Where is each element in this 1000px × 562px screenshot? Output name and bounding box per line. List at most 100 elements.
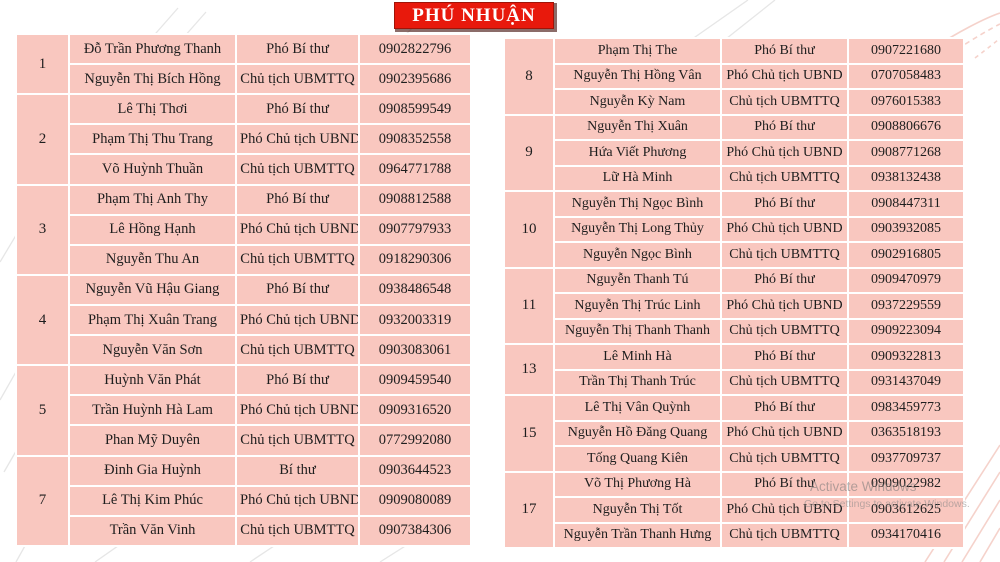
- table-row: 7 Đinh Gia Huỳnh Bí thư 0903644523: [15, 454, 472, 548]
- phone-cell: 0908812588: [358, 183, 472, 216]
- name-cell: Nguyễn Thị Long Thủy: [553, 215, 722, 243]
- position-cell: Phó Chủ tịch UBND: [720, 215, 849, 243]
- group-number-cell: 2: [15, 93, 70, 186]
- name-cell: Nguyễn Thị Hồng Vân: [553, 62, 722, 90]
- name-cell: Phạm Thị Thu Trang: [68, 123, 237, 156]
- name-cell: Trần Huỳnh Hà Lam: [68, 394, 237, 427]
- table-row: Nguyễn Ngọc Bình Chủ tịch UBMTTQ 090291680…: [504, 241, 965, 269]
- phone-cell: 0937709737: [847, 445, 965, 473]
- name-cell: Trần Văn Vinh: [68, 514, 237, 548]
- name-cell: Nguyễn Thu An: [68, 243, 237, 276]
- table-row: 8 Phạm Thị The Phó Bí thư 0907221680: [503, 37, 965, 116]
- phone-cell: 0903612625: [847, 496, 965, 524]
- position-cell: Phó Bí thư: [720, 394, 849, 422]
- name-cell: Lữ Hà Minh: [553, 164, 722, 192]
- name-cell: Nguyễn Văn Sơn: [68, 334, 237, 367]
- phone-cell: 0938486548: [358, 273, 472, 306]
- position-cell: Chủ tịch UBMTTQ: [720, 368, 849, 396]
- phone-cell: 0938132438: [847, 164, 965, 192]
- name-cell: Phạm Thị Xuân Trang: [68, 303, 237, 337]
- name-cell: Nguyễn Thị Thanh Thanh: [553, 317, 722, 345]
- position-cell: Phó Bí thư: [720, 266, 849, 294]
- phone-cell: 0964771788: [358, 153, 472, 186]
- table-row: Nguyễn Kỳ Nam Chủ tịch UBMTTQ 0976015383: [504, 88, 965, 116]
- name-cell: Võ Huỳnh Thuần: [68, 153, 237, 186]
- table-row: Nguyễn Văn Sơn Chủ tịch UBMTTQ 0903083061: [16, 334, 472, 367]
- left-table-body: 1 Đỗ Trần Phương Thanh Phó Bí thư 090282279…: [15, 32, 472, 548]
- table-row: Lê Thị Kim Phúc Phó Chủ tịch UBND 09090800…: [16, 484, 472, 517]
- phone-cell: 0903644523: [358, 454, 472, 487]
- phone-cell: 0909022982: [847, 470, 965, 498]
- phone-cell: 0937229559: [847, 292, 965, 320]
- phone-cell: 0908771268: [847, 139, 965, 167]
- phone-cell: 0908447311: [847, 190, 965, 218]
- phone-cell: 0902395686: [358, 63, 472, 96]
- phone-cell: 0772992080: [358, 424, 472, 457]
- name-cell: Phạm Thị Anh Thy: [68, 183, 237, 216]
- group-number-cell: 10: [503, 190, 555, 269]
- position-cell: Chủ tịch UBMTTQ: [235, 153, 360, 186]
- table-row: Nguyễn Thị Thanh Thanh Chủ tịch UBMTTQ 090…: [504, 317, 965, 345]
- name-cell: Lê Thị Vân Quỳnh: [553, 394, 722, 422]
- table-row: Nguyễn Thị Bích Hồng Chủ tịch UBMTTQ 09023…: [16, 63, 472, 96]
- position-cell: Chủ tịch UBMTTQ: [235, 243, 360, 276]
- phone-cell: 0907221680: [847, 37, 965, 65]
- table-row: Trần Huỳnh Hà Lam Phó Chủ tịch UBND 090931…: [16, 394, 472, 427]
- phone-cell: 0902916805: [847, 241, 965, 269]
- table-row: Nguyễn Thị Trúc Linh Phó Chủ tịch UBND 093…: [504, 292, 965, 320]
- table-row: Nguyễn Thị Long Thủy Phó Chủ tịch UBND 090…: [504, 215, 965, 243]
- phone-cell: 0909322813: [847, 343, 965, 371]
- position-cell: Phó Chủ tịch UBND: [235, 303, 360, 337]
- table-row: 17 Võ Thị Phương Hà Phó Bí thư 0909022982: [503, 470, 965, 549]
- position-cell: Chủ tịch UBMTTQ: [720, 445, 849, 473]
- position-cell: Chủ tịch UBMTTQ: [720, 521, 849, 549]
- name-cell: Hứa Viết Phương: [553, 139, 722, 167]
- position-cell: Phó Chủ tịch UBND: [235, 394, 360, 427]
- position-cell: Phó Bí thư: [235, 32, 360, 66]
- name-cell: Đỗ Trần Phương Thanh: [68, 32, 237, 66]
- table-row: 15 Lê Thị Vân Quỳnh Phó Bí thư 0983459773: [503, 394, 965, 473]
- position-cell: Phó Bí thư: [720, 37, 849, 65]
- name-cell: Nguyễn Thị Bích Hồng: [68, 63, 237, 96]
- name-cell: Võ Thị Phương Hà: [553, 470, 722, 498]
- name-cell: Nguyễn Ngọc Bình: [553, 241, 722, 269]
- phone-cell: 0907384306: [358, 514, 472, 548]
- phone-cell: 0902822796: [358, 32, 472, 66]
- right-contact-table: 8 Phạm Thị The Phó Bí thư 0907221680 Nguyễn …: [503, 37, 965, 549]
- position-cell: Phó Chủ tịch UBND: [235, 484, 360, 517]
- phone-cell: 0909223094: [847, 317, 965, 345]
- table-row: Nguyễn Hồ Đăng Quang Phó Chủ tịch UBND 036…: [504, 419, 965, 447]
- position-cell: Phó Bí thư: [720, 190, 849, 218]
- table-row: 11 Nguyễn Thanh Tú Phó Bí thư 0909470979: [503, 266, 965, 345]
- table-row: Phạm Thị Thu Trang Phó Chủ tịch UBND 09083…: [16, 123, 472, 156]
- phone-cell: 0907797933: [358, 213, 472, 246]
- position-cell: Chủ tịch UBMTTQ: [235, 424, 360, 457]
- phone-cell: 0363518193: [847, 419, 965, 447]
- name-cell: Nguyễn Trần Thanh Hưng: [553, 521, 722, 549]
- group-number-cell: 15: [503, 394, 555, 473]
- table-row: 9 Nguyễn Thị Xuân Phó Bí thư 0908806676: [503, 113, 965, 192]
- name-cell: Nguyễn Hồ Đăng Quang: [553, 419, 722, 447]
- name-cell: Nguyễn Thanh Tú: [553, 266, 722, 294]
- table-row: 13 Lê Minh Hà Phó Bí thư 0909322813: [503, 343, 965, 396]
- group-number-cell: 7: [15, 454, 70, 548]
- name-cell: Huỳnh Văn Phát: [68, 364, 237, 397]
- table-row: 4 Nguyễn Vũ Hậu Giang Phó Bí thư 0938486548: [15, 273, 472, 367]
- table-row: Hứa Viết Phương Phó Chủ tịch UBND 09087712…: [504, 139, 965, 167]
- position-cell: Phó Bí thư: [235, 364, 360, 397]
- position-cell: Phó Bí thư: [235, 93, 360, 126]
- table-row: Nguyễn Thị Tốt Phó Chủ tịch UBND 090361262…: [504, 496, 965, 524]
- table-row: Lê Hồng Hạnh Phó Chủ tịch UBND 0907797933: [16, 213, 472, 246]
- position-cell: Phó Chủ tịch UBND: [720, 496, 849, 524]
- table-row: Tống Quang Kiên Chủ tịch UBMTTQ 0937709737: [504, 445, 965, 473]
- position-cell: Phó Chủ tịch UBND: [720, 292, 849, 320]
- position-cell: Phó Bí thư: [720, 470, 849, 498]
- table-row: Võ Huỳnh Thuần Chủ tịch UBMTTQ 0964771788: [16, 153, 472, 186]
- table-row: Nguyễn Trần Thanh Hưng Chủ tịch UBMTTQ 093…: [504, 521, 965, 549]
- name-cell: Lê Thị Kim Phúc: [68, 484, 237, 517]
- position-cell: Phó Chủ tịch UBND: [720, 62, 849, 90]
- phone-cell: 0918290306: [358, 243, 472, 276]
- position-cell: Chủ tịch UBMTTQ: [235, 334, 360, 367]
- phone-cell: 0909459540: [358, 364, 472, 397]
- position-cell: Chủ tịch UBMTTQ: [235, 514, 360, 548]
